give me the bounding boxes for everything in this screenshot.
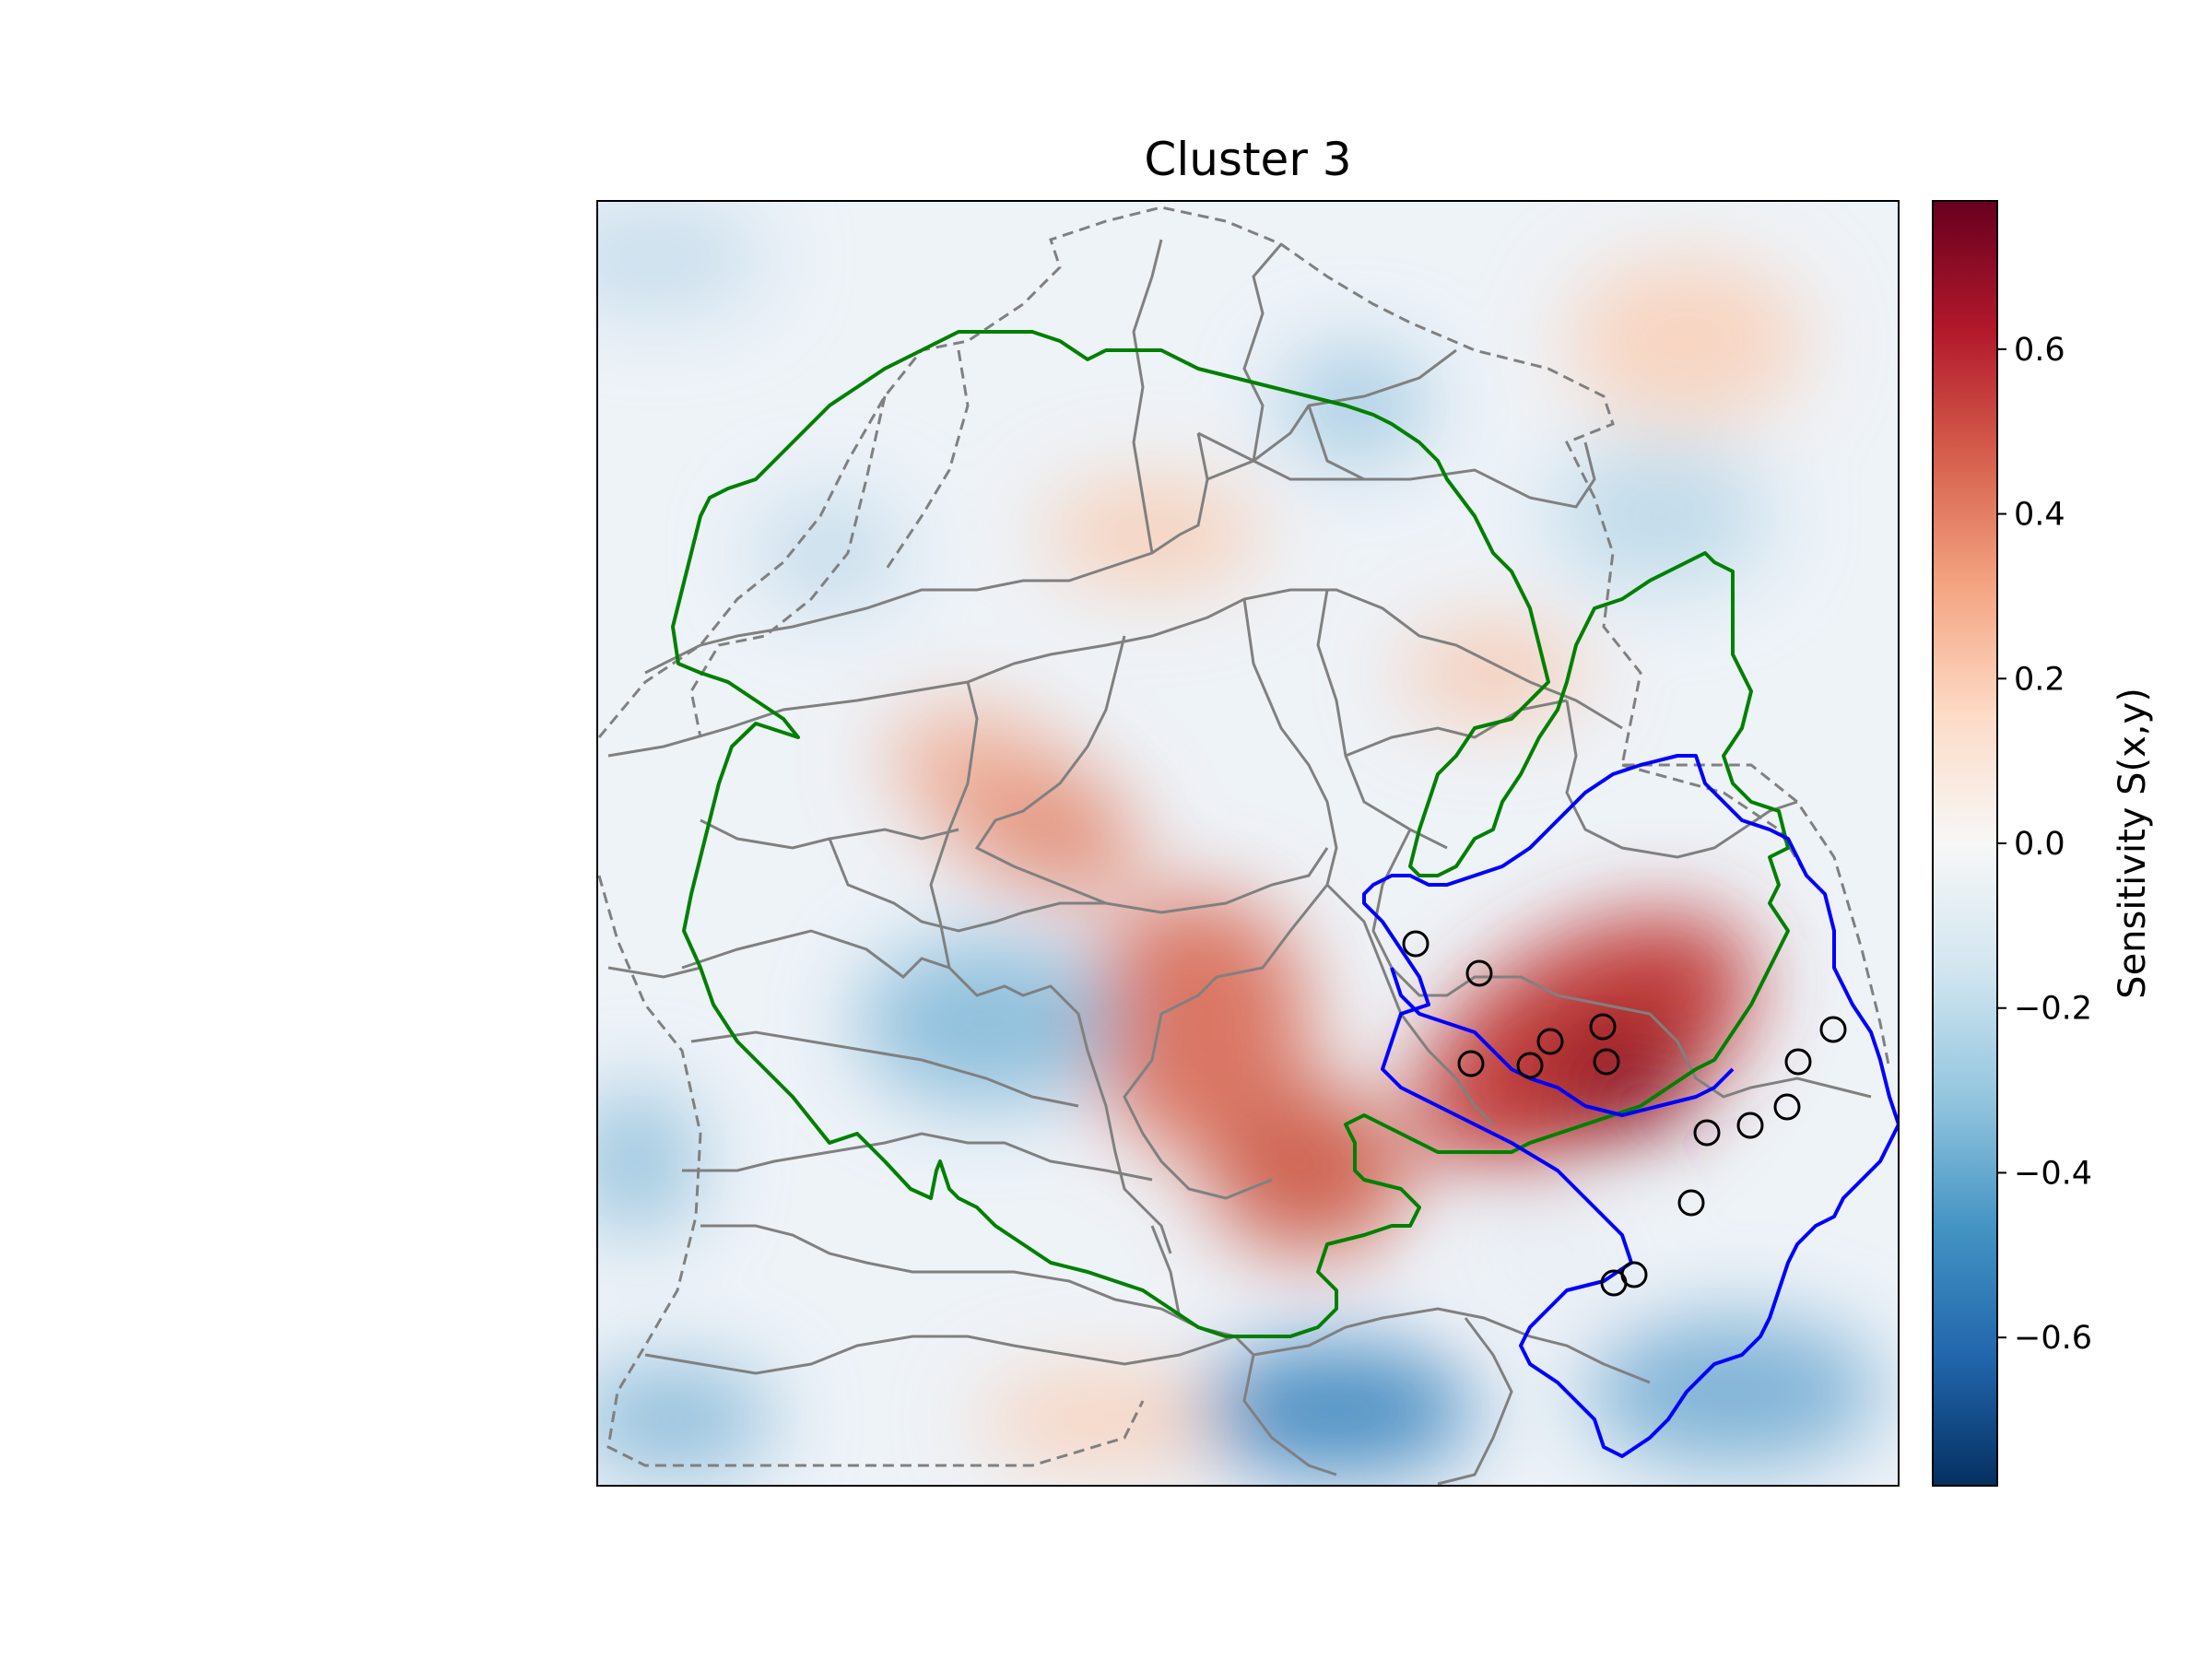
site-marker <box>1773 1093 1801 1121</box>
heatmap-field <box>597 201 1899 1486</box>
region-boundaries <box>597 206 1891 1486</box>
blue-outline-region <box>1362 754 1899 1458</box>
green-outline-region <box>671 330 1790 1338</box>
site-marker <box>1593 1048 1620 1076</box>
site-marker <box>1693 1119 1721 1147</box>
colorbar-tick-label: 0.6 <box>2014 332 2065 369</box>
chart-title: Cluster 3 <box>1144 133 1351 186</box>
map-axes-frame <box>596 200 1900 1487</box>
colorbar-tick-label: −0.2 <box>2014 991 2092 1028</box>
colorbar-tick-label: 0.2 <box>2014 661 2065 698</box>
site-marker <box>1784 1048 1812 1076</box>
colorbar-ticks: 0.6 0.4 0.2 0.0 −0.2 −0.4 −0.6 <box>1997 332 2092 1357</box>
site-marker <box>1516 1052 1544 1079</box>
site-marker <box>1536 1028 1564 1055</box>
site-marker <box>1620 1261 1648 1288</box>
site-marker <box>1819 1016 1847 1043</box>
colorbar-tick-label: 0.0 <box>2014 826 2065 863</box>
colorbar-label: Sensitivity S(x,y) <box>2112 688 2154 999</box>
site-marker <box>1736 1112 1764 1139</box>
colorbar-tick-label: 0.4 <box>2014 497 2065 534</box>
site-markers <box>1402 930 1847 1297</box>
colorbar-tick-label: −0.4 <box>2014 1155 2092 1192</box>
colorbar-gradient <box>1932 200 1998 1487</box>
site-marker <box>1589 1013 1617 1041</box>
site-marker <box>1465 959 1493 987</box>
site-marker <box>1457 1050 1485 1077</box>
colorbar: 0.6 0.4 0.2 0.0 −0.2 −0.4 −0.6 Sensitivity S(x… <box>1932 200 2154 1487</box>
site-marker <box>1677 1189 1705 1217</box>
colorbar-tick-label: −0.6 <box>2014 1320 2092 1357</box>
site-marker <box>1402 930 1430 958</box>
